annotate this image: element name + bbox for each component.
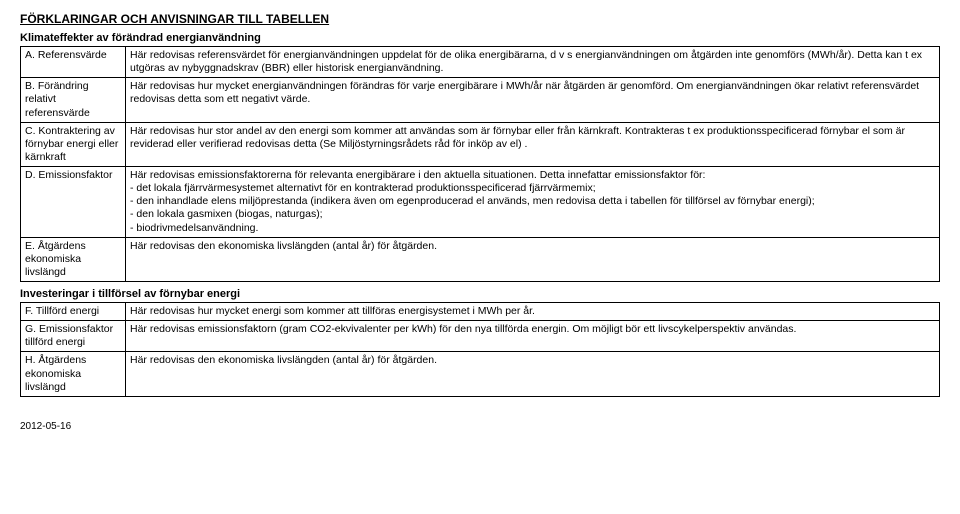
row-desc: Här redovisas hur mycket energi som komm… (126, 303, 940, 321)
row-label: A. Referensvärde (21, 47, 126, 78)
section2-heading: Investeringar i tillförsel av förnybar e… (20, 288, 940, 300)
row-label: H. Åtgärdens ekonomiska livslängd (21, 352, 126, 396)
table-row: E. Åtgärdens ekonomiska livslängd Här re… (21, 237, 940, 281)
row-label: B. Förändring relativt referensvärde (21, 78, 126, 122)
section2-table: F. Tillförd energi Här redovisas hur myc… (20, 302, 940, 397)
table-row: G. Emissionsfaktor tillförd energi Här r… (21, 321, 940, 352)
table-row: H. Åtgärdens ekonomiska livslängd Här re… (21, 352, 940, 396)
row-label: C. Kontraktering av förnybar energi elle… (21, 122, 126, 166)
row-desc: Här redovisas den ekonomiska livslängden… (126, 237, 940, 281)
page-title: FÖRKLARINGAR OCH ANVISNINGAR TILL TABELL… (20, 12, 940, 26)
table-row: F. Tillförd energi Här redovisas hur myc… (21, 303, 940, 321)
footer-date: 2012-05-16 (20, 421, 940, 432)
row-desc: Här redovisas emissionsfaktorerna för re… (126, 167, 940, 238)
section1-table: A. Referensvärde Här redovisas referensv… (20, 46, 940, 282)
table-row: B. Förändring relativt referensvärde Här… (21, 78, 940, 122)
row-desc: Här redovisas emissionsfaktorn (gram CO2… (126, 321, 940, 352)
row-label: E. Åtgärdens ekonomiska livslängd (21, 237, 126, 281)
table-row: A. Referensvärde Här redovisas referensv… (21, 47, 940, 78)
table-row: D. Emissionsfaktor Här redovisas emissio… (21, 167, 940, 238)
row-desc: Här redovisas den ekonomiska livslängden… (126, 352, 940, 396)
row-desc: Här redovisas hur stor andel av den ener… (126, 122, 940, 166)
row-desc: Här redovisas hur mycket energianvändnin… (126, 78, 940, 122)
table-row: C. Kontraktering av förnybar energi elle… (21, 122, 940, 166)
row-label: F. Tillförd energi (21, 303, 126, 321)
row-label: D. Emissionsfaktor (21, 167, 126, 238)
section1-heading: Klimateffekter av förändrad energianvänd… (20, 32, 940, 44)
row-label: G. Emissionsfaktor tillförd energi (21, 321, 126, 352)
row-desc: Här redovisas referensvärdet för energia… (126, 47, 940, 78)
